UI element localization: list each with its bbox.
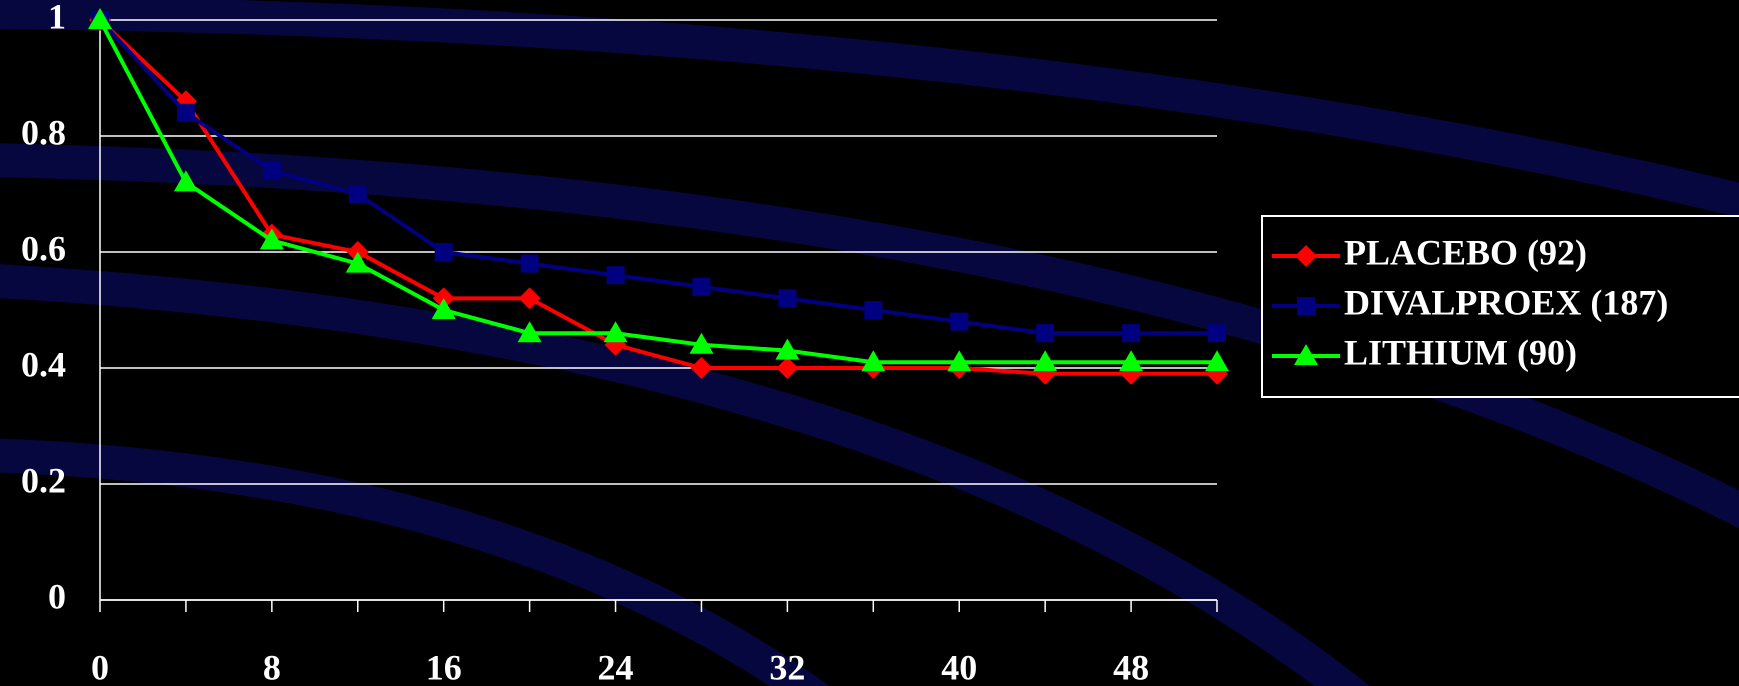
x-tick-label: 48	[1113, 647, 1149, 686]
marker	[349, 185, 367, 203]
x-tick-label: 40	[941, 647, 977, 686]
y-tick-label: 0.2	[21, 460, 66, 500]
x-tick-label: 16	[426, 647, 462, 686]
legend-label: PLACEBO (92)	[1344, 232, 1587, 272]
marker	[263, 162, 281, 180]
marker	[1122, 324, 1140, 342]
marker	[177, 104, 195, 122]
x-tick-label: 0	[91, 647, 109, 686]
marker	[519, 287, 541, 309]
marker	[864, 301, 882, 319]
marker	[435, 243, 453, 261]
marker	[1297, 297, 1315, 315]
marker	[521, 255, 539, 273]
x-tick-label: 24	[598, 647, 634, 686]
marker	[776, 357, 798, 379]
y-tick-label: 0	[48, 576, 66, 616]
y-tick-label: 1	[48, 0, 66, 36]
y-tick-label: 0.8	[21, 112, 66, 152]
legend-label: LITHIUM (90)	[1344, 332, 1577, 372]
x-tick-label: 8	[263, 647, 281, 686]
y-tick-label: 0.6	[21, 228, 66, 268]
x-tick-label: 32	[769, 647, 805, 686]
chart: 0 0.2 0.4 0.6 0.8 1 0 8 16 24 32 40 48 PLACEBO (92) DI…	[0, 0, 1739, 686]
marker	[260, 228, 284, 249]
marker	[1036, 324, 1054, 342]
marker	[432, 298, 456, 319]
marker	[778, 289, 796, 307]
marker	[692, 278, 710, 296]
marker	[950, 313, 968, 331]
marker	[607, 266, 625, 284]
y-tick-label: 0.4	[21, 344, 66, 384]
legend-label: DIVALPROEX (187)	[1344, 282, 1668, 322]
marker	[1208, 324, 1226, 342]
